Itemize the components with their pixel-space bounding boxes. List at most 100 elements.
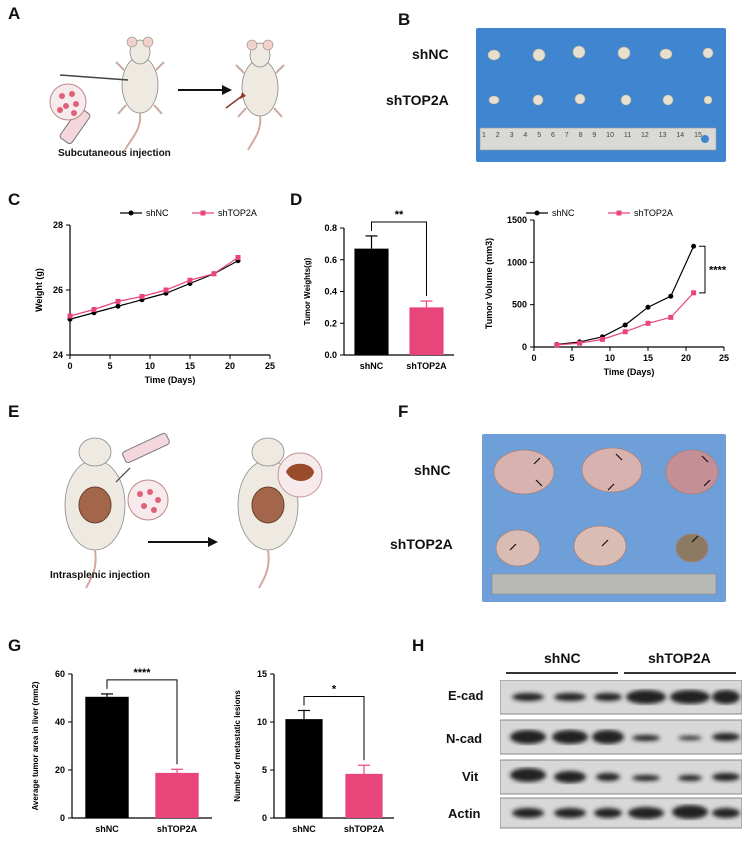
x-tick-label: shTOP2A	[406, 361, 447, 371]
y-tick-label: 0.4	[324, 287, 337, 297]
panel-a-caption: Subcutaneous injection	[58, 148, 171, 159]
x-axis-label: Time (Days)	[145, 375, 196, 385]
bar-shTOP2A	[345, 773, 383, 818]
liver-icon	[277, 452, 323, 498]
y-tick-label: 5	[262, 765, 267, 775]
y-axis-label: Tumor Volume (mm3)	[484, 238, 494, 329]
panel-label-a: A	[8, 4, 21, 23]
x-tick-label: 5	[107, 361, 112, 371]
cell-dish-icon	[127, 479, 169, 521]
data-point	[668, 314, 674, 320]
x-tick-label: 15	[185, 361, 195, 371]
panel-b-row-label-shtop2a: shTOP2A	[386, 92, 449, 108]
panel-label-c: C	[8, 190, 21, 209]
tumor-row-shtop2a	[488, 93, 713, 106]
data-point	[211, 271, 217, 277]
mouse-icon	[225, 39, 285, 151]
y-tick-label: 0	[522, 342, 527, 352]
panel-f-row-label-shnc: shNC	[414, 462, 451, 478]
x-tick-label: shNC	[360, 361, 384, 371]
bar-shNC	[85, 696, 129, 818]
wb-divider	[506, 672, 618, 674]
panel-label-e: E	[8, 402, 20, 421]
data-point	[645, 320, 651, 326]
x-tick-label: 0	[531, 353, 536, 363]
y-tick-label: 24	[53, 350, 63, 360]
bar-shTOP2A	[155, 772, 199, 818]
data-point	[691, 290, 697, 296]
data-point	[187, 277, 193, 283]
x-tick-label: 25	[719, 353, 729, 363]
x-tick-label: 10	[605, 353, 615, 363]
x-tick-label: shTOP2A	[344, 824, 385, 834]
significance-bracket	[106, 679, 178, 765]
legend-label: shTOP2A	[218, 208, 257, 218]
tumor-volume-line-chart: 0 500 1000 1500 0 5 10 15 20 25 Time (Days) Tumor V…	[484, 208, 729, 377]
x-tick-label: 10	[145, 361, 155, 371]
panel-label-b: B	[398, 10, 411, 29]
wb-label-ncad: N-cad	[446, 731, 483, 746]
data-point	[115, 303, 121, 309]
series-line-shTOP2A	[69, 257, 239, 317]
y-tick-label: 10	[257, 717, 267, 727]
x-tick-label: 15	[643, 353, 653, 363]
legend-marker	[200, 210, 206, 216]
western-blot	[500, 680, 742, 829]
x-tick-label: shNC	[292, 824, 316, 834]
y-tick-label: 500	[512, 300, 527, 310]
wb-label-ecad: E-cad	[448, 688, 484, 703]
data-point	[554, 342, 560, 348]
liver-row-shtop2a	[495, 525, 709, 567]
wb-group-shtop2a: shTOP2A	[648, 650, 711, 666]
x-tick-label: 0	[67, 361, 72, 371]
data-point	[691, 243, 697, 249]
data-point	[67, 313, 73, 319]
panel-f-row-label-shtop2a: shTOP2A	[390, 536, 453, 552]
panel-label-f: F	[398, 402, 409, 421]
weight-line-chart: 24 26 28 0 5 10 15 20 25 Time (Days) Weight (g) shN…	[34, 208, 275, 385]
data-point	[91, 307, 97, 312]
y-axis-label: Number of metastatic lesions	[233, 690, 242, 802]
legend-label: shNC	[146, 208, 169, 218]
x-tick-label: shNC	[95, 824, 119, 834]
y-tick-label: 0	[262, 813, 267, 823]
arrow-right-icon	[148, 537, 218, 547]
intrasplenic-injection-illustration	[64, 432, 323, 589]
panel-label-g: G	[8, 636, 22, 655]
panel-label-d: D	[290, 190, 303, 209]
data-point	[115, 298, 121, 304]
panel-e-caption: Intrasplenic injection	[50, 570, 151, 581]
y-tick-label: 20	[55, 765, 65, 775]
mouse-icon	[115, 36, 165, 151]
x-tick-label: 20	[225, 361, 235, 371]
significance-bracket	[303, 695, 365, 761]
significance-bracket	[699, 245, 706, 294]
significance-label: *	[332, 683, 337, 695]
y-axis-label: Weight (g)	[34, 268, 44, 312]
significance-label: **	[395, 209, 404, 221]
significance-label: ****	[133, 667, 151, 679]
tumor-weight-bar-chart: 0.0 0.2 0.4 0.6 0.8 Tumor Weights(g) shNC shTOP…	[303, 209, 454, 371]
x-tick-label: shTOP2A	[157, 824, 198, 834]
legend-marker	[534, 210, 540, 216]
y-axis-label: Average tumor area in liver (mm2)	[31, 681, 40, 810]
y-tick-label: 0.6	[324, 255, 337, 265]
x-tick-label: 5	[569, 353, 574, 363]
cell-dish-icon	[49, 83, 87, 121]
liver-photo	[482, 434, 726, 602]
bar-shNC	[354, 248, 389, 355]
subcutaneous-injection-illustration	[49, 36, 285, 151]
y-tick-label: 1000	[507, 257, 527, 267]
wb-label-vit: Vit	[462, 769, 479, 784]
x-axis-label: Time (Days)	[604, 367, 655, 377]
data-point	[163, 287, 169, 293]
data-point	[645, 304, 651, 310]
data-point	[599, 336, 605, 342]
significance-bracket	[371, 221, 427, 297]
blot-ecad	[500, 680, 742, 715]
y-tick-label: 60	[55, 669, 65, 679]
y-tick-label: 40	[55, 717, 65, 727]
panel-label-h: H	[412, 636, 425, 655]
wb-divider	[624, 672, 736, 674]
